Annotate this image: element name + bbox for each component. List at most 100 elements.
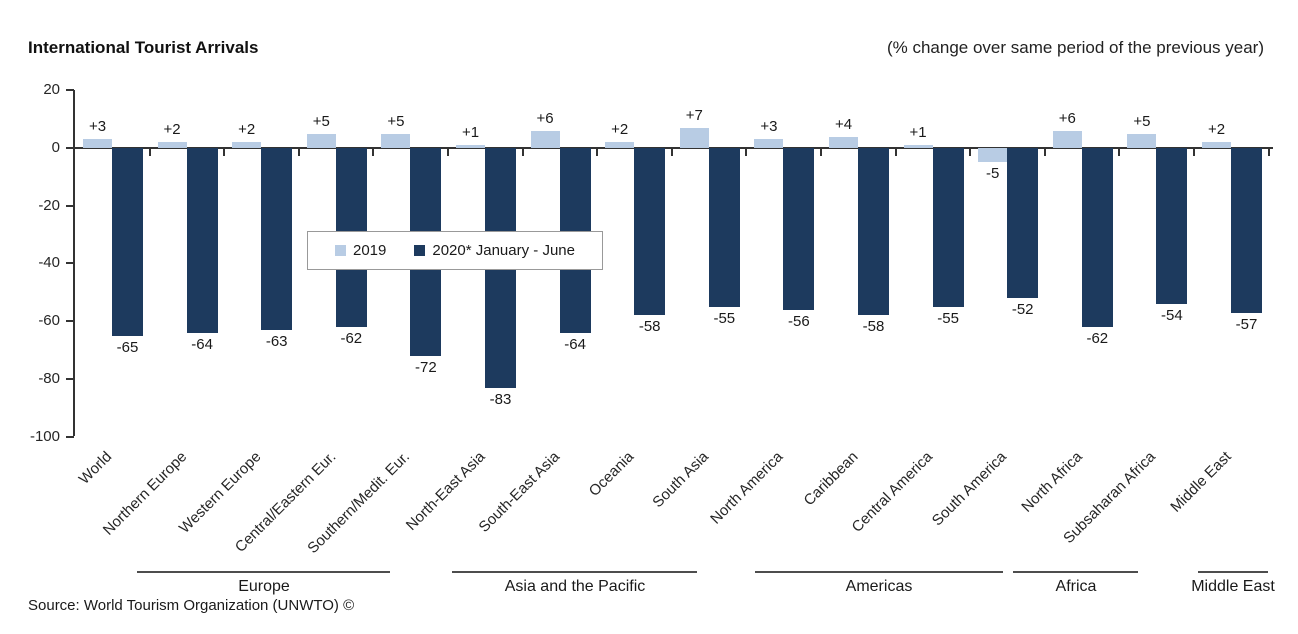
y-axis-tick [66,378,74,380]
bar-series0-cat0 [83,139,112,148]
y-axis-label: -40 [38,254,60,271]
group-line-2 [755,571,1003,573]
bar-series0-cat13 [1052,130,1082,148]
value-label-series0-cat6: +6 [536,109,554,127]
value-label-series0-cat11: +1 [909,124,927,142]
group-label-4: Middle East [1191,578,1275,595]
value-label-series0-cat1: +2 [163,121,181,139]
y-axis-tick [66,320,74,322]
bar-series1-cat9 [783,148,815,310]
x-axis-tick [447,149,449,156]
group-label-2: Americas [845,578,913,595]
y-axis-label: 0 [51,139,60,156]
x-axis-tick [745,149,747,156]
value-label-series0-cat5: +1 [461,124,480,142]
category-label-0: World [75,448,116,488]
x-axis-tick [522,149,524,156]
y-axis-tick [66,262,74,264]
x-axis-tick [223,149,225,156]
bar-series1-cat0 [112,148,143,336]
value-label-series1-cat1: -64 [191,335,213,353]
y-axis-tick [66,89,74,91]
value-label-series1-cat6: -64 [564,335,586,353]
x-axis-tick [149,149,151,156]
value-label-series1-cat9: -56 [788,312,810,330]
x-axis-tick [820,149,822,156]
bar-series0-cat1 [157,142,187,148]
bar-series0-cat15 [1202,142,1231,148]
group-label-0: Europe [238,578,290,595]
zero-line [73,147,1273,149]
bar-series0-cat11 [903,145,933,148]
x-axis-tick [969,149,971,156]
value-label-series1-cat0: -65 [116,338,139,356]
bar-series0-cat2 [232,142,262,148]
legend: 2019 2020* January - June [307,231,603,270]
legend-label-2019: 2019 [353,242,387,259]
value-label-series0-cat3: +5 [312,112,330,130]
value-label-series1-cat7: -58 [638,318,661,336]
y-axis-label: -100 [29,428,60,445]
group-line-1 [452,571,697,573]
bar-series0-cat3 [306,133,336,148]
value-label-series1-cat14: -54 [1161,306,1183,324]
value-label-series0-cat13: +6 [1058,109,1076,127]
bar-series1-cat13 [1081,148,1113,327]
x-axis-tick [1268,149,1270,156]
value-label-series0-cat15: +2 [1207,121,1226,139]
category-label-8: South Asia [649,448,713,512]
bar-series1-cat14 [1156,148,1188,304]
y-axis-tick [66,205,74,207]
y-axis-tick [66,436,74,438]
legend-swatch-2019 [335,245,346,256]
legend-item-2019: 2019 [335,242,386,259]
chart-subtitle: (% change over same period of the previo… [886,38,1264,57]
x-axis-tick [596,149,598,156]
legend-swatch-2020 [414,245,426,256]
category-label-15: Middle East [1166,448,1235,516]
y-axis-label: 20 [43,81,60,98]
value-label-series0-cat10: +4 [834,115,853,133]
legend-label-2020: 2020* January - June [432,242,575,259]
group-label-3: Africa [1055,578,1097,595]
y-axis-label: -20 [38,197,60,214]
value-label-series1-cat3: -62 [340,329,363,347]
value-label-series0-cat4: +5 [387,112,405,130]
value-label-series0-cat12: -5 [986,165,1000,183]
category-label-10: Caribbean [800,448,862,510]
value-label-series1-cat10: -58 [862,318,885,336]
x-axis-tick [1044,149,1046,156]
bar-series1-cat15 [1231,148,1262,313]
y-axis-label: -80 [38,370,60,387]
y-axis-line [73,90,75,436]
value-label-series0-cat9: +3 [760,118,778,136]
bar-series1-cat2 [261,148,293,330]
bar-series0-cat6 [530,130,560,148]
bar-series0-cat12 [978,148,1008,163]
category-label-11: Central America [848,448,937,536]
bar-series0-cat14 [1127,133,1157,148]
category-label-12: South America [929,448,1011,530]
bar-series0-cat8 [679,127,709,148]
value-label-series0-cat0: +3 [88,118,107,136]
group-label-1: Asia and the Pacific [504,578,646,595]
x-axis-tick [671,149,673,156]
x-axis-tick [895,149,897,156]
bar-series1-cat8 [708,148,740,307]
x-axis-tick [1118,149,1120,156]
y-axis-tick [66,147,74,149]
group-line-4 [1198,571,1268,573]
x-axis-tick [298,149,300,156]
legend-item-2020: 2020* January - June [414,242,575,259]
category-label-5: North-East Asia [402,448,489,535]
value-label-series1-cat12: -52 [1011,301,1034,319]
group-line-3 [1013,571,1138,573]
source-note: Source: World Tourism Organization (UNWT… [28,597,355,614]
value-label-series1-cat2: -63 [265,332,288,350]
bar-series1-cat10 [858,148,889,316]
x-axis-tick [1193,149,1195,156]
value-label-series0-cat14: +5 [1133,112,1151,130]
value-label-series1-cat15: -57 [1235,315,1258,333]
